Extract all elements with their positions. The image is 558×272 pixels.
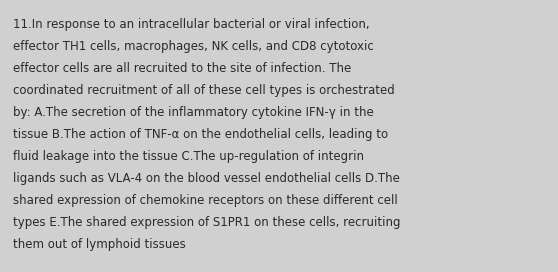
Text: ligands such as VLA-4 on the blood vessel endothelial cells D.The: ligands such as VLA-4 on the blood vesse… <box>13 172 400 185</box>
Text: types E.The shared expression of S1PR1 on these cells, recruiting: types E.The shared expression of S1PR1 o… <box>13 216 401 229</box>
Text: coordinated recruitment of all of these cell types is orchestrated: coordinated recruitment of all of these … <box>13 84 395 97</box>
Text: shared expression of chemokine receptors on these different cell: shared expression of chemokine receptors… <box>13 194 398 207</box>
Text: by: A.The secretion of the inflammatory cytokine IFN-γ in the: by: A.The secretion of the inflammatory … <box>13 106 374 119</box>
Text: effector TH1 cells, macrophages, NK cells, and CD8 cytotoxic: effector TH1 cells, macrophages, NK cell… <box>13 40 374 53</box>
Text: 11.In response to an intracellular bacterial or viral infection,: 11.In response to an intracellular bacte… <box>13 18 369 31</box>
Text: fluid leakage into the tissue C.The up-regulation of integrin: fluid leakage into the tissue C.The up-r… <box>13 150 364 163</box>
Text: tissue B.The action of TNF-α on the endothelial cells, leading to: tissue B.The action of TNF-α on the endo… <box>13 128 388 141</box>
Text: them out of lymphoid tissues: them out of lymphoid tissues <box>13 238 186 251</box>
Text: effector cells are all recruited to the site of infection. The: effector cells are all recruited to the … <box>13 62 351 75</box>
